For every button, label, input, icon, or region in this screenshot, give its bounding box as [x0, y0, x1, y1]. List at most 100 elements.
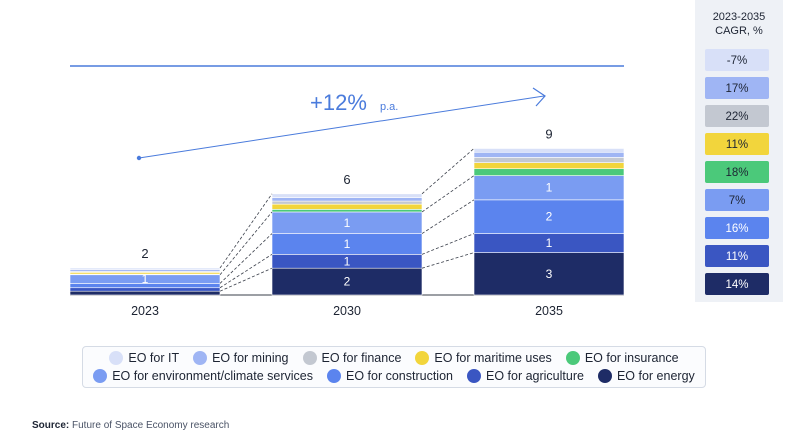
segment-label: 2	[546, 210, 553, 224]
bar-segment-2030-7	[271, 197, 423, 202]
segment-label: 1	[142, 272, 149, 286]
legend-row-1: EO for IT EO for mining EO for finance EO f…	[93, 351, 695, 365]
legend-item: EO for environment/climate services	[93, 369, 313, 383]
cagr-badge	[705, 161, 769, 183]
cagr-value: 16%	[725, 223, 748, 235]
legend-box: EO for IT EO for mining EO for finance EO f…	[82, 346, 706, 388]
cagr-value: 17%	[725, 83, 748, 95]
cagr-badge	[705, 273, 769, 295]
bar-segment-2030-8	[271, 193, 423, 198]
cagr-value: 22%	[725, 111, 748, 123]
bar-segment-2023-1	[69, 287, 221, 292]
legend-item: EO for maritime uses	[415, 351, 552, 365]
legend-swatch	[326, 369, 341, 383]
legend-label: EO for mining	[212, 351, 289, 365]
x-tick-label: 2035	[535, 304, 563, 318]
bar-segment-2030-0	[271, 267, 423, 296]
segment-label: 2	[344, 275, 351, 289]
legend-swatch	[565, 351, 580, 365]
legend-swatch	[109, 351, 124, 365]
connector-line	[219, 254, 273, 289]
legend-label: EO for environment/climate services	[112, 369, 313, 383]
legend-swatch	[302, 351, 317, 365]
chart: 1 2 2023 2 1 1 1 6 2030 3 1 2 1 9 2035 +12% p.a.	[69, 65, 625, 318]
legend-item: EO for mining	[193, 351, 289, 365]
legend: EO for IT EO for mining EO for finance EO f…	[0, 346, 788, 388]
legend-item: EO for construction	[326, 369, 453, 383]
connector-line	[421, 148, 475, 195]
bar-segment-2035-8	[473, 148, 625, 153]
legend-swatch	[93, 369, 108, 383]
bar-segment-2035-3	[473, 175, 625, 201]
cagr-badge	[705, 217, 769, 239]
legend-label: EO for energy	[616, 369, 695, 383]
growth-arrow-start	[136, 155, 142, 161]
connector-line	[219, 233, 273, 284]
legend-label: EO for agriculture	[485, 369, 584, 383]
cagr-badge	[705, 189, 769, 211]
x-tick-label: 2023	[131, 304, 159, 318]
source-text: Future of Space Economy research	[72, 420, 230, 431]
bar-segment-2035-2	[473, 199, 625, 234]
bar-segment-2030-4	[271, 209, 423, 213]
x-tick-label: 2030	[333, 304, 361, 318]
segment-label: 1	[344, 237, 351, 251]
legend-swatch	[193, 351, 208, 365]
cagr-value: 7%	[729, 195, 746, 207]
bar-total-label: 6	[343, 172, 350, 187]
connector-line	[219, 193, 273, 269]
bar-segment-2035-7	[473, 151, 625, 158]
segment-label: 3	[546, 267, 553, 281]
source-note: Source: Future of Space Economy research	[32, 420, 229, 431]
legend-item: EO for agriculture	[466, 369, 584, 383]
growth-annotation: +12%	[310, 90, 367, 115]
bar-segment-2035-0	[473, 252, 625, 296]
bar-total-label: 9	[545, 126, 552, 141]
growth-arrow-line	[138, 95, 545, 159]
legend-swatch	[597, 369, 612, 383]
legend-item: EO for insurance	[565, 351, 679, 365]
segment-label: 1	[344, 216, 351, 230]
legend-item: EO for energy	[597, 369, 695, 383]
legend-item: EO for IT	[109, 351, 179, 365]
legend-label: EO for finance	[321, 351, 402, 365]
connector-line	[421, 233, 475, 255]
bar-segment-2023-0	[69, 290, 221, 296]
cagr-badge	[705, 105, 769, 127]
connector-line	[421, 175, 475, 213]
cagr-value: 11%	[726, 139, 748, 151]
bar-segment-2030-5	[271, 203, 423, 210]
cagr-badge	[705, 77, 769, 99]
bar-total-label: 2	[141, 246, 148, 261]
cagr-badge	[705, 245, 769, 267]
legend-swatch	[466, 369, 481, 383]
cagr-value: 18%	[725, 167, 748, 179]
legend-swatch	[415, 351, 430, 365]
legend-label: EO for IT	[128, 351, 180, 365]
connector-line	[219, 211, 273, 276]
cagr-badge	[705, 49, 769, 71]
cagr-badge	[705, 133, 769, 155]
bar-segment-2035-6	[473, 157, 625, 163]
cagr-badges: -7% 17% 22% 11% 18% 7% 16% 11% 14%	[705, 49, 769, 295]
growth-annotation-suffix: p.a.	[380, 101, 398, 113]
segment-label: 1	[546, 181, 553, 195]
bar-segment-2035-4	[473, 168, 625, 176]
cagr-title: 2023-2035 CAGR, %	[712, 11, 766, 37]
legend-row-2: EO for environment/climate services EO fo…	[93, 369, 695, 383]
cagr-value: 14%	[725, 279, 748, 291]
legend-item: EO for finance	[302, 351, 402, 365]
source-label: Source:	[32, 420, 70, 431]
legend-label: EO for insurance	[584, 351, 679, 365]
segment-label: 1	[344, 254, 351, 268]
legend-label: EO for construction	[345, 369, 453, 383]
connector-line	[421, 199, 475, 234]
legend-label: EO for maritime uses	[434, 351, 552, 365]
bar-segment-2035-5	[473, 162, 625, 170]
cagr-value: 11%	[726, 251, 748, 263]
segment-label: 1	[546, 236, 553, 250]
connector-line	[219, 267, 273, 292]
bar-segment-2023-8	[69, 267, 221, 271]
bar-segment-2030-6	[271, 200, 423, 205]
cagr-value: -7%	[727, 55, 747, 67]
